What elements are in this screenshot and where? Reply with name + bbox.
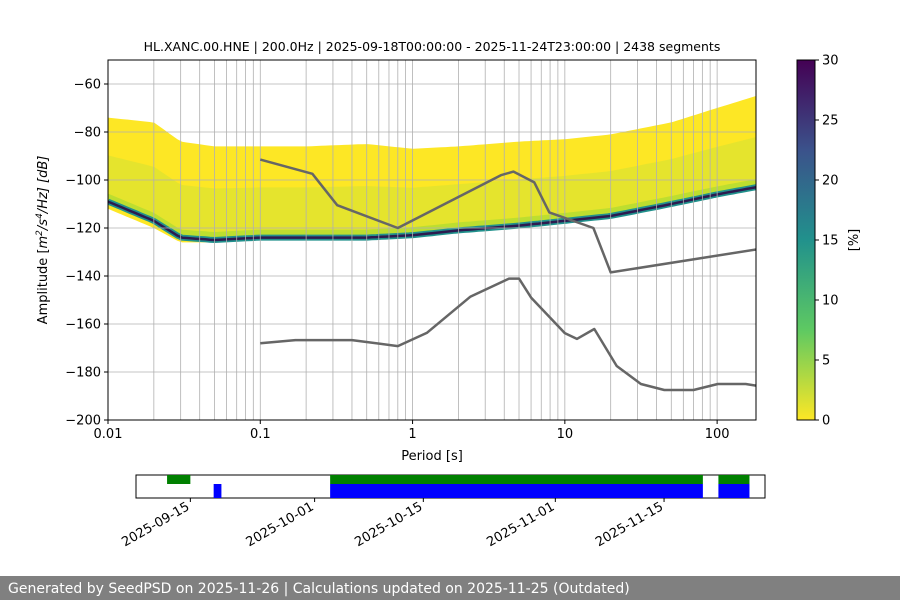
- colorbar-tick-label: 10: [822, 294, 839, 309]
- colorbar-label: [%]: [847, 229, 862, 252]
- x-tick-label: 100: [705, 427, 730, 442]
- colorbar-tick-label: 30: [822, 54, 839, 69]
- timeline-date-label: 2025-10-01: [244, 499, 317, 550]
- availability-bar: [718, 475, 750, 484]
- psd-coverage-bar: [213, 484, 222, 498]
- y-tick-label: −80: [74, 126, 101, 141]
- colorbar-tick-label: 25: [822, 114, 839, 129]
- colorbar-tick-label: 15: [822, 234, 839, 249]
- availability-bar: [167, 475, 191, 484]
- x-tick-label: 1: [408, 427, 416, 442]
- timeline-date-label: 2025-10-15: [352, 499, 425, 550]
- chart-title: HL.XANC.00.HNE | 200.0Hz | 2025-09-18T00…: [144, 39, 721, 54]
- x-tick-label: 0.1: [250, 427, 271, 442]
- grid-lines: [108, 60, 756, 420]
- availability-bar: [330, 475, 703, 484]
- y-axis-ticks: −60 −80 −100 −120 −140 −160 −180 −200: [65, 78, 108, 429]
- timeline-date-label: 2025-11-15: [593, 499, 666, 550]
- timeline-date-ticks: 2025-09-15 2025-10-01 2025-10-15 2025-11-01…: [119, 498, 666, 550]
- timeline-bars: [167, 475, 750, 498]
- footer-status: Generated by SeedPSD on 2025-11-26 | Cal…: [0, 576, 900, 600]
- x-axis-ticks: 0.01 0.1 1 10 100: [94, 420, 730, 442]
- noise-model-layer: [259, 158, 756, 392]
- density-mode-line: [108, 185, 756, 242]
- y-tick-label: −140: [65, 270, 101, 285]
- psd-coverage-bar: [718, 484, 750, 498]
- y-tick-label: −200: [65, 414, 101, 429]
- x-tick-label: 0.01: [94, 427, 123, 442]
- y-axis-label: Amplitude [m2/s4/Hz] [dB]: [35, 156, 51, 325]
- colorbar-tick-label: 0: [822, 414, 830, 429]
- timeline-date-label: 2025-09-15: [119, 499, 192, 550]
- plot-area: [108, 60, 756, 420]
- colorbar-tick-label: 5: [822, 354, 830, 369]
- colorbar: [796, 59, 816, 421]
- y-tick-label: −100: [65, 174, 101, 189]
- noise-model-nlnm: [260, 277, 756, 392]
- timeline-date-label: 2025-11-01: [484, 499, 557, 550]
- x-tick-label: 10: [557, 427, 574, 442]
- figure: HL.XANC.00.HNE | 200.0Hz | 2025-09-18T00…: [35, 39, 862, 550]
- psd-coverage-bar: [330, 484, 703, 498]
- x-axis-label: Period [s]: [401, 449, 463, 464]
- y-tick-label: −160: [65, 318, 101, 333]
- colorbar-tick-label: 20: [822, 174, 839, 189]
- plot-frame: [107, 59, 757, 421]
- svg-text:Amplitude [m2/s4/Hz] [dB]: Amplitude [m2/s4/Hz] [dB]: [35, 156, 51, 325]
- y-tick-label: −180: [65, 366, 101, 381]
- colorbar-ticks: 0 5 10 15 20 25 30: [815, 54, 839, 429]
- y-tick-label: −120: [65, 222, 101, 237]
- y-tick-label: −60: [74, 78, 101, 93]
- noise-model-nhnm: [259, 158, 756, 274]
